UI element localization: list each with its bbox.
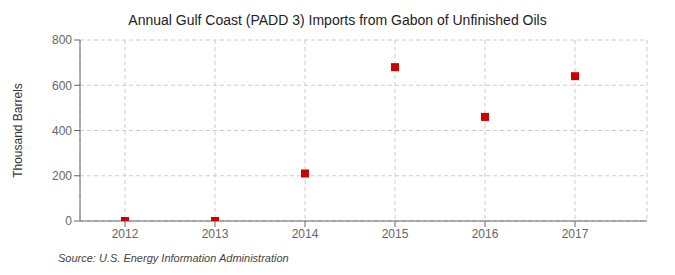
svg-text:2017: 2017 xyxy=(562,227,589,241)
svg-text:2015: 2015 xyxy=(382,227,409,241)
svg-text:2014: 2014 xyxy=(292,227,319,241)
svg-text:2012: 2012 xyxy=(112,227,139,241)
svg-text:800: 800 xyxy=(52,33,72,47)
html-text:Source: U.S. Energy Informatio: Source: U.S. Energy Information Administ… xyxy=(58,252,289,264)
html-text:Annual Gulf Coast (PADD 3) Imp: Annual Gulf Coast (PADD 3) Imports from … xyxy=(128,12,547,28)
svg-text:600: 600 xyxy=(52,79,72,93)
svg-text:200: 200 xyxy=(52,169,72,183)
svg-text:0: 0 xyxy=(65,214,72,228)
svg-text:400: 400 xyxy=(52,124,72,138)
svg-text:Thousand Barrels: Thousand Barrels xyxy=(11,83,25,178)
svg-text:2016: 2016 xyxy=(472,227,499,241)
svg-text:2013: 2013 xyxy=(202,227,229,241)
